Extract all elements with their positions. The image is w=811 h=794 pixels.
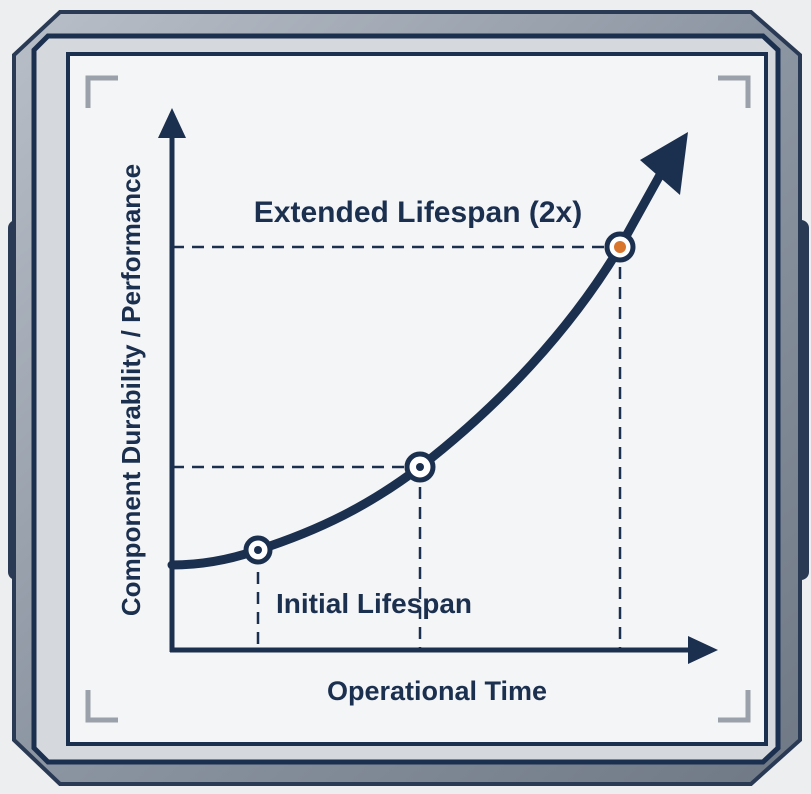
diagram: Extended Lifespan (2x) Initial Lifespan … xyxy=(0,0,811,794)
extended-label: Extended Lifespan (2x) xyxy=(254,196,582,229)
initial-label: Initial Lifespan xyxy=(276,588,472,619)
page: Extended Lifespan (2x) Initial Lifespan … xyxy=(0,0,811,794)
y-axis-label: Component Durability / Performance xyxy=(116,164,146,616)
x-axis-label: Operational Time xyxy=(327,676,547,706)
